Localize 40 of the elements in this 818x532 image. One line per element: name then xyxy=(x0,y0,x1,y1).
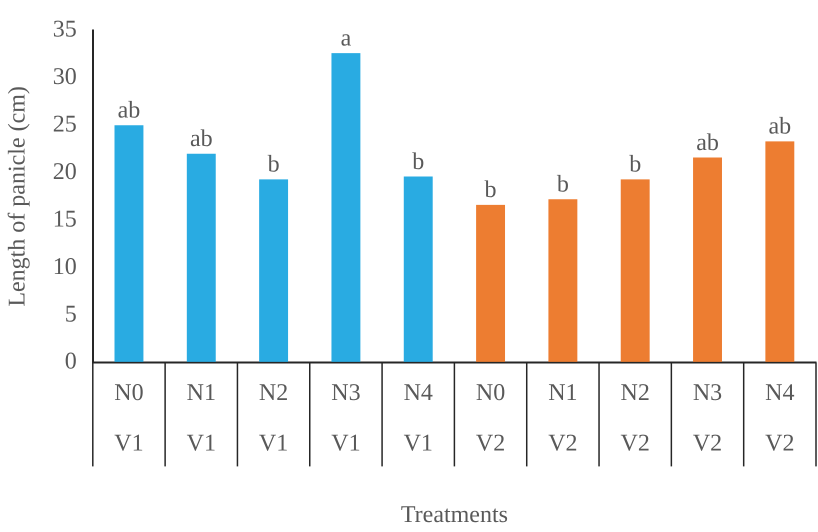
y-tick-label: 20 xyxy=(52,158,77,185)
data-label: b xyxy=(412,148,424,175)
y-tick-label: 25 xyxy=(52,112,77,138)
x-tick-label: N2 V1 xyxy=(258,380,288,456)
x-axis-title: Treatments xyxy=(400,502,508,528)
bar xyxy=(620,179,650,362)
data-label: a xyxy=(340,25,352,52)
bar xyxy=(259,179,288,362)
y-tick-label: 0 xyxy=(64,348,77,375)
bar xyxy=(404,176,433,362)
data-label: ab xyxy=(118,98,140,124)
x-tick-label: N2 V2 xyxy=(620,380,650,456)
y-tick-label: 15 xyxy=(52,206,77,232)
bar xyxy=(114,125,144,362)
data-label: ab xyxy=(696,130,719,156)
data-label: ab xyxy=(190,126,213,152)
data-label: b xyxy=(268,152,280,178)
y-tick-label: 5 xyxy=(64,301,77,328)
data-label: ab xyxy=(768,114,792,140)
bar xyxy=(765,141,794,362)
bar xyxy=(548,199,578,362)
x-tick-label: N0 V1 xyxy=(114,380,144,456)
bar xyxy=(693,158,722,362)
y-tick-label: 30 xyxy=(52,64,77,90)
y-axis-title: Length of panicle (cm) xyxy=(4,86,31,307)
x-tick-label: N4 V2 xyxy=(765,380,795,456)
x-tick-label: N1 V2 xyxy=(548,380,578,456)
x-tick-label: N3 V1 xyxy=(331,380,361,456)
data-label: b xyxy=(556,172,569,198)
data-label: b xyxy=(629,152,642,178)
bar xyxy=(331,53,360,362)
x-tick-label: N1 V1 xyxy=(186,380,216,456)
bar xyxy=(186,154,216,362)
x-tick-label: N3 V2 xyxy=(692,380,722,456)
x-tick-label: N0 V2 xyxy=(476,380,506,456)
y-tick-label: 35 xyxy=(52,16,77,43)
x-tick-label: N4 V1 xyxy=(404,380,433,456)
y-tick-label: 10 xyxy=(52,254,77,280)
bar xyxy=(476,204,506,362)
data-label: b xyxy=(484,177,497,204)
